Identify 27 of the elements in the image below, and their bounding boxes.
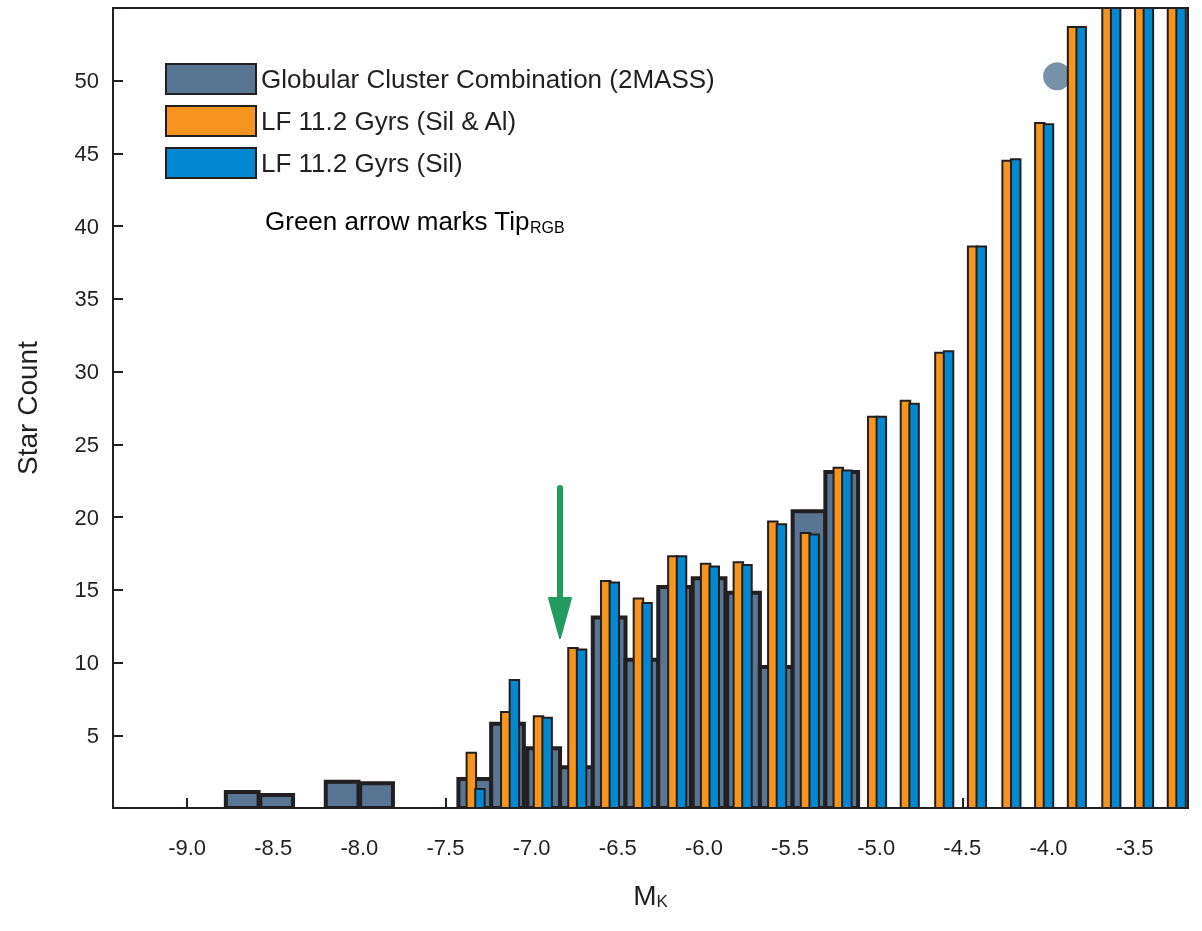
legend-label: LF 11.2 Gyrs (Sil) [261,148,463,178]
y-tick-label: 40 [74,213,99,239]
x-tick-label: -5.0 [857,834,896,860]
legend-label: Globular Cluster Combination (2MASS) [261,64,715,94]
x-tick-label: -3.5 [1115,834,1154,860]
y-tick-label: 45 [74,140,99,166]
x-tick-label: -4.0 [1029,834,1068,860]
y-tick-label: 25 [74,431,99,457]
x-tick-label: -4.5 [943,834,982,860]
x-tick-label: -8.0 [340,834,379,860]
y-tick-label: 20 [74,504,99,530]
x-tick-label: -7.0 [512,834,551,860]
x-tick-label: -5.5 [771,834,809,860]
x-tick-label: -8.5 [254,834,293,860]
x-tick-label: -6.5 [598,834,637,860]
y-tick-label: 15 [74,577,99,603]
y-tick-label: 30 [74,359,99,385]
y-tick-label: 50 [74,68,99,94]
y-axis-title: Star Count [11,340,43,475]
legend-label: LF 11.2 Gyrs (Sil & Al) [261,106,517,136]
x-tick-label: -7.5 [426,834,465,860]
y-tick-label: 10 [74,650,99,676]
annotation: Green arrow marks TipRGB [265,206,565,236]
y-tick-label: 35 [74,286,99,312]
y-tick-label: 5 [86,722,99,748]
x-tick-label: -6.0 [684,834,723,860]
x-tick-label: -9.0 [168,834,207,860]
